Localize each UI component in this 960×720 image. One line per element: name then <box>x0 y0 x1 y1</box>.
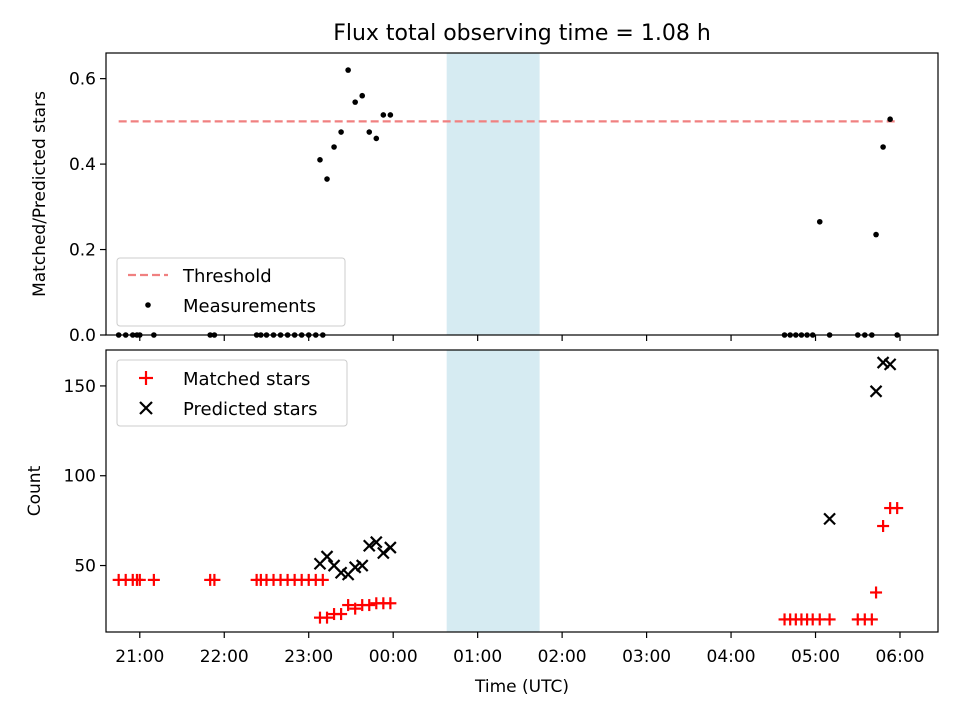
x-stroke-b <box>320 550 334 563</box>
predicted-star-point <box>823 512 836 526</box>
predicted-star-point <box>377 546 390 560</box>
matched-star-point <box>208 573 221 586</box>
measurement-point <box>373 135 380 142</box>
top-y-tick-label: 0.0 <box>69 326 96 346</box>
matched-star-point <box>130 573 143 586</box>
predicted-star-point <box>883 358 897 371</box>
x-tick-label: 00:00 <box>369 647 418 667</box>
matched-star-point <box>891 502 904 515</box>
measurement-point <box>317 157 323 163</box>
predicted-star-point <box>320 550 334 563</box>
legend-predicted-label: Predicted stars <box>183 399 317 420</box>
x-tick-label: 22:00 <box>200 647 249 667</box>
matched-star-point <box>147 573 160 586</box>
predicted-star-point <box>355 559 369 572</box>
x-stroke-b <box>327 559 341 572</box>
measurement-point <box>380 112 387 118</box>
measurement-point <box>352 99 358 105</box>
predicted-star-point <box>370 535 383 549</box>
measurement-point <box>338 129 344 135</box>
x-stroke-b <box>377 546 390 560</box>
predicted-star-point <box>869 385 883 398</box>
measurement-point <box>366 129 373 135</box>
x-tick-label: 23:00 <box>284 647 333 667</box>
bottom-legend: Matched stars Predicted stars <box>116 359 348 427</box>
top-y-tick-label: 0.4 <box>69 155 96 175</box>
top-axes-frame <box>105 52 939 336</box>
top-y-axis-label: Matched/Predicted stars <box>30 91 50 297</box>
x-stroke-b <box>334 566 348 580</box>
x-tick-label: 21:00 <box>115 647 164 667</box>
measurement-point <box>345 67 351 73</box>
bottom-y-axis-label: Count <box>25 465 45 516</box>
legend-measurements-swatch <box>145 302 151 308</box>
top-y-tick-label: 0.2 <box>69 241 96 261</box>
measurement-point <box>387 112 394 118</box>
predicted-star-point <box>384 541 397 554</box>
x-axis-label: Time (UTC) <box>474 677 569 697</box>
top-panel: 0.0 0.2 0.4 0.6 Matched/Predicted stars Thr… <box>30 52 939 346</box>
bottom-y-tick-label: 100 <box>64 467 96 487</box>
x-stroke-b <box>883 358 897 371</box>
x-tick-label: 02:00 <box>538 647 587 667</box>
x-tick-label: 03:00 <box>622 647 671 667</box>
bottom-axes-frame <box>105 349 939 633</box>
matched-star-point <box>384 597 397 610</box>
bottom-legend-box <box>116 359 348 427</box>
legend-matched-label: Matched stars <box>183 369 310 390</box>
matched-star-point <box>865 613 878 626</box>
bottom-panel: 50 100 150 21:00 22:00 23:00 00:00 01:00 02:00 0… <box>25 349 939 697</box>
measurement-point <box>324 176 330 182</box>
bottom-y-tick-label: 50 <box>74 557 96 577</box>
top-y-tick-label: 0.6 <box>69 70 96 90</box>
legend-matched-swatch <box>139 371 153 385</box>
bottom-span <box>446 350 540 632</box>
matched-star-point <box>335 608 348 621</box>
x-stroke-b <box>869 385 883 398</box>
matched-star-point <box>349 602 362 615</box>
matched-star-point <box>321 611 334 624</box>
matched-star-point <box>363 599 376 612</box>
top-legend-box <box>116 257 346 327</box>
chart-title: Flux total observing time = 1.08 h <box>333 21 711 46</box>
x-stroke-b <box>370 535 383 549</box>
matched-star-point <box>342 599 355 612</box>
top-legend: Threshold Measurements <box>116 257 346 327</box>
legend-predicted-swatch <box>139 401 153 415</box>
x-tick-label: 05:00 <box>791 647 840 667</box>
matched-star-point <box>823 613 836 626</box>
x-tick-label: 06:00 <box>875 647 924 667</box>
measurement-point <box>887 116 893 123</box>
legend-measurements-label: Measurements <box>183 296 316 317</box>
legend-threshold-label: Threshold <box>182 266 272 287</box>
measurement-point <box>359 92 366 99</box>
x-stroke-b <box>355 559 369 572</box>
x-tick-label: 01:00 <box>453 647 502 667</box>
x-stroke-b <box>384 541 397 554</box>
measurement-point <box>880 144 886 150</box>
top-span <box>446 53 540 335</box>
measurement-point <box>331 144 337 150</box>
x-tick-label: 04:00 <box>707 647 756 667</box>
matched-star-point <box>870 586 883 599</box>
x-stroke-b <box>823 512 836 526</box>
matched-star-point <box>316 573 329 586</box>
predicted-star-point <box>362 539 376 553</box>
x-stroke-b <box>362 539 376 553</box>
measurement-point <box>873 231 879 238</box>
measurement-point <box>816 218 823 225</box>
bottom-y-tick-label: 150 <box>64 377 96 397</box>
matched-star-point <box>877 520 890 533</box>
x-stroke-b <box>876 356 890 369</box>
